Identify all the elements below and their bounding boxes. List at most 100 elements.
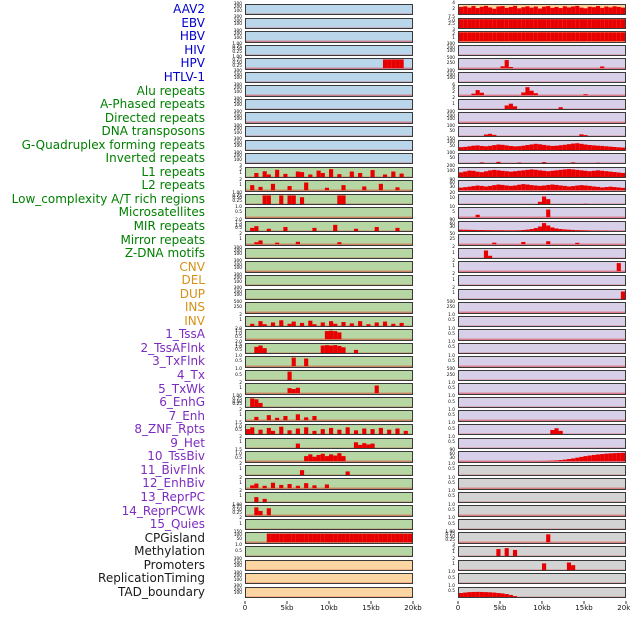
y-tick-label: 3 — [452, 543, 455, 549]
y-tick-label: 0.5 — [235, 348, 242, 354]
signal-panel-right — [458, 44, 626, 57]
y-axis-ticks-left: 300 200 100 — [205, 28, 245, 42]
y-tick-label: 200 — [233, 86, 242, 92]
y-tick-label: 3 — [239, 163, 242, 169]
signal-plot — [459, 591, 625, 597]
y-axis-ticks-right: 1.0 0.5 — [413, 340, 458, 354]
track-row: 4_Tx 1.0 0.5 500 250 — [0, 367, 630, 383]
track-label: Mirror repeats — [120, 232, 205, 247]
y-tick-label: 1.5 — [235, 421, 242, 427]
y-tick-label: 1.0 — [448, 475, 455, 481]
track-label: 1_TssA — [165, 327, 205, 342]
signal-panel-right — [458, 193, 626, 206]
y-tick-label: 100 — [233, 89, 242, 95]
signal-panel-right — [458, 424, 626, 436]
y-tick-label: 300 — [233, 15, 242, 21]
signal-panel-left — [245, 4, 413, 16]
y-tick-label: 0.50 — [232, 399, 242, 405]
y-tick-label: 2 — [239, 516, 242, 522]
track-row: HBV 300 200 100 3 2 1 — [0, 28, 630, 44]
signal-panel-left — [245, 234, 413, 246]
y-tick-label: 1.0 — [235, 345, 242, 351]
x-tick-mark — [457, 601, 459, 605]
track-row: Low_complexity A/T rich regions 1.00 0.75 0… — [0, 190, 630, 207]
signal-panel-left — [245, 356, 413, 368]
signal-panel-right — [458, 139, 626, 151]
signal-plot — [459, 103, 625, 110]
y-tick-label: 4 — [452, 1, 455, 7]
x-tick-mark — [244, 601, 246, 605]
y-tick-label: 0.5 — [235, 334, 242, 340]
y-tick-label: 300 — [233, 272, 242, 278]
signal-panel-left — [245, 424, 413, 436]
y-tick-label: 300 — [446, 69, 455, 75]
y-tick-label: 500 — [233, 299, 242, 305]
y-tick-label: 1 — [452, 35, 455, 41]
track-label: L1 repeats — [141, 164, 206, 179]
signal-panel-left — [245, 451, 413, 463]
signal-panel-right — [458, 518, 626, 531]
signal-panel-left — [245, 126, 413, 138]
signal-plot — [459, 250, 625, 259]
y-tick-label: 0.75 — [232, 505, 242, 511]
track-label: Alu repeats — [136, 83, 205, 98]
y-tick-label: 1 — [239, 182, 242, 188]
track-label: Inverted repeats — [105, 151, 205, 166]
signal-plot — [459, 534, 625, 543]
y-axis-ticks-left: 1.5 1.0 0.5 — [205, 421, 245, 435]
y-tick-label: 1 — [239, 467, 242, 473]
y-tick-label: 60 — [449, 221, 455, 227]
x-tick-mark — [583, 601, 585, 605]
y-tick-label: 1.00 — [232, 502, 242, 508]
track-row: CNV 300 200 100 2 1 — [0, 259, 630, 274]
y-tick-label: 300 — [233, 28, 242, 34]
y-tick-label: 200 — [446, 113, 455, 119]
y-tick-label: 1.0 — [235, 424, 242, 430]
track-label: 12_EnhBiv — [142, 476, 205, 491]
signal-plot — [459, 284, 625, 286]
y-axis-ticks-left: 1.0 0.5 — [205, 543, 245, 557]
signal-plot — [246, 224, 412, 232]
y-tick-label: 0.5 — [448, 358, 455, 364]
track-label: DUP — [179, 286, 205, 301]
signal-panel-right — [458, 356, 626, 368]
y-tick-label: 200 — [233, 154, 242, 160]
y-tick-label: 7.5 — [448, 14, 455, 20]
y-tick-label: 1.5 — [235, 220, 242, 226]
y-tick-label: 0.5 — [448, 440, 455, 446]
y-tick-label: 30 — [449, 455, 455, 461]
y-tick-label: 0.5 — [235, 372, 242, 378]
y-tick-label: 1.00 — [232, 190, 242, 196]
signal-plot — [459, 263, 625, 272]
signal-plot — [246, 59, 412, 69]
y-axis-ticks-left: 1.5 1.0 0.5 — [205, 449, 245, 462]
signal-plot — [459, 562, 625, 570]
signal-plot — [246, 330, 412, 340]
signal-panel-right — [458, 586, 626, 598]
track-row: Alu repeats 300 200 100 6 4 2 — [0, 83, 630, 98]
y-tick-label: 200 — [446, 164, 455, 170]
y-tick-label: 2.0 — [235, 326, 242, 332]
y-tick-label: 200 — [233, 32, 242, 38]
y-tick-label: 100 — [233, 76, 242, 82]
track-row: TAD_boundary 300 200 100 1.0 0.5 — [0, 584, 630, 600]
signal-panel-right — [458, 98, 626, 111]
track-label: Directed repeats — [104, 110, 205, 125]
y-axis-ticks-left: 300 200 100 — [205, 70, 245, 83]
signal-panel-left — [245, 396, 413, 409]
track-row: Promoters 300 200 100 2 1 — [0, 557, 630, 572]
y-tick-label: 0.50 — [232, 60, 242, 66]
signal-panel-right — [458, 315, 626, 328]
y-axis-ticks-left: 300 200 100 — [205, 151, 245, 164]
signal-panel-right — [458, 383, 626, 395]
signal-plot — [246, 398, 412, 408]
track-label: HTLV-1 — [163, 70, 205, 84]
track-label: AAV2 — [173, 2, 205, 17]
signal-panel-left — [245, 518, 413, 531]
y-tick-label: 250 — [446, 372, 455, 378]
